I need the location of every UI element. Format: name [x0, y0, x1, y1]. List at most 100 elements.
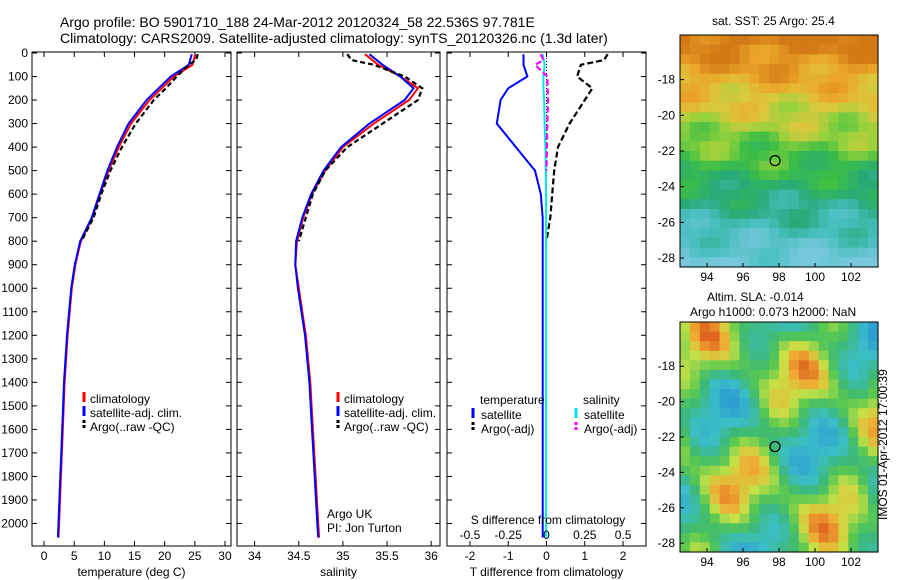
x-tick-label: 35 — [336, 549, 350, 563]
map-cell — [739, 446, 750, 457]
x-tick-label: 30 — [218, 549, 232, 563]
map-cell — [868, 360, 879, 371]
map-cell — [729, 408, 740, 419]
map-cell — [828, 322, 839, 333]
sla-map: 94 96 98 100 102 -18 -20 -22 -24 -26 -28 — [658, 321, 879, 569]
map-cell — [848, 446, 859, 457]
map-cell — [808, 360, 820, 371]
map-cell — [798, 427, 810, 438]
legend-label: satellite-adj. clim. — [344, 406, 436, 420]
map-cell — [838, 44, 849, 55]
map-cell — [749, 542, 760, 553]
map-cell — [838, 350, 849, 361]
map-cell — [749, 44, 760, 55]
map-cell — [828, 523, 839, 534]
map-cell — [858, 73, 869, 84]
map-cell — [719, 322, 731, 333]
map-cell — [699, 322, 711, 333]
map-cell — [759, 417, 770, 429]
y-tick-label: 1100 — [2, 305, 28, 319]
map-cell — [828, 73, 839, 84]
map-cell — [788, 398, 800, 409]
map-cell — [828, 199, 839, 210]
map-cell — [808, 475, 820, 486]
map-cell — [680, 331, 691, 342]
map-cell — [749, 151, 760, 162]
map-y-tick-label: -22 — [658, 144, 676, 158]
map-cell — [808, 523, 820, 534]
map-cell — [739, 199, 750, 210]
map-cell — [699, 427, 711, 438]
map-cell — [788, 209, 800, 220]
map-cell — [858, 35, 869, 46]
map-cell — [779, 437, 790, 448]
map-cell — [868, 484, 879, 496]
map-cell — [858, 44, 869, 55]
map-cell — [729, 532, 740, 544]
map-cell — [699, 456, 711, 467]
map-x-tick-label: 98 — [772, 270, 786, 284]
map-cell — [838, 35, 849, 46]
map-cell — [788, 131, 800, 142]
map-cell — [680, 504, 691, 515]
map-cell — [779, 218, 790, 229]
map-cell — [689, 331, 701, 342]
map-cell — [719, 131, 731, 142]
map-cell — [838, 437, 849, 448]
map-cell — [709, 93, 721, 104]
map-cell — [699, 35, 711, 46]
map-cell — [838, 199, 849, 210]
map-cell — [739, 83, 750, 94]
map-cell — [759, 54, 770, 65]
map-cell — [798, 437, 810, 448]
y-tick-label: 400 — [8, 140, 28, 154]
x-tick-label-salinity: 0 — [543, 528, 550, 542]
map-cell — [828, 532, 839, 544]
map-cell — [788, 360, 800, 371]
map-cell — [788, 446, 800, 457]
map-cell — [719, 257, 731, 268]
map-cell — [779, 228, 790, 239]
map-cell — [769, 360, 780, 371]
map-cell — [828, 504, 839, 515]
map-cell — [689, 484, 701, 496]
map-cell — [858, 218, 869, 229]
x-axis-label: T difference from climatology — [470, 565, 624, 579]
map-cell — [699, 523, 711, 534]
map-cell — [739, 44, 750, 55]
map-cell — [689, 369, 701, 381]
map-cell — [779, 331, 790, 342]
map-cell — [838, 64, 849, 75]
map-cell — [759, 93, 770, 104]
map-cell — [828, 331, 839, 342]
map-cell — [828, 484, 839, 496]
map-cell — [749, 408, 760, 419]
map-cell — [828, 151, 839, 162]
map-cell — [699, 141, 711, 152]
map-cell — [798, 341, 810, 352]
map-cell — [739, 238, 750, 249]
map-cell — [779, 54, 790, 65]
map-cell — [680, 408, 691, 419]
map-y-tick-label: -26 — [658, 501, 676, 515]
map-cell — [749, 64, 760, 75]
map-cell — [729, 465, 740, 476]
series-line-temperature-satellite — [495, 54, 544, 538]
map-cell — [858, 199, 869, 210]
map-cell — [749, 160, 760, 171]
map-cell — [779, 427, 790, 438]
map-cell — [729, 209, 740, 220]
map-cell — [798, 417, 810, 429]
map-cell — [689, 427, 701, 438]
map-cell — [719, 209, 731, 220]
map-cell — [689, 199, 701, 210]
figure-title-line-1: Argo profile: BO 5901710_188 24-Mar-2012… — [60, 14, 535, 30]
series-line-salinity-satellite — [541, 54, 548, 538]
map-cell — [709, 513, 721, 524]
map-cell — [689, 44, 701, 55]
map-cell — [759, 446, 770, 457]
map-cell — [818, 523, 830, 534]
map-cell — [699, 83, 711, 94]
map-cell — [749, 465, 760, 476]
